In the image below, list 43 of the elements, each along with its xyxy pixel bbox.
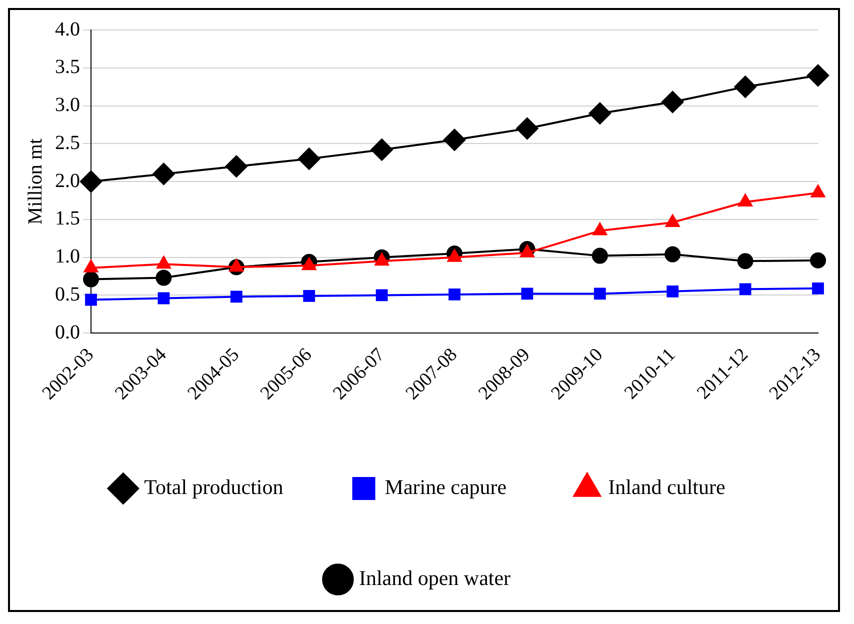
legend-label: Marine capure — [384, 475, 507, 500]
point — [444, 128, 466, 151]
point — [662, 90, 684, 113]
point — [666, 285, 679, 298]
point — [664, 246, 681, 262]
point — [370, 138, 393, 161]
point — [158, 292, 170, 304]
point — [739, 283, 752, 296]
point — [298, 148, 320, 170]
y-tick-label: 1.0 — [55, 246, 80, 268]
y-tick-label: 2.0 — [55, 170, 80, 192]
point — [85, 294, 97, 306]
point — [594, 288, 606, 300]
point — [376, 289, 388, 302]
point — [807, 64, 829, 86]
point — [592, 248, 608, 264]
point — [737, 253, 754, 270]
point — [83, 271, 99, 288]
point — [738, 194, 752, 207]
y-tick-label: 4.0 — [55, 18, 80, 40]
y-tick-label: 1.5 — [55, 208, 80, 230]
y-tick-label: 3.0 — [55, 94, 80, 116]
legend-label: Total production — [144, 475, 284, 500]
point — [448, 288, 460, 300]
point — [521, 288, 534, 300]
point — [516, 118, 538, 140]
point — [80, 170, 102, 193]
point — [230, 290, 242, 303]
y-tick-label: 0.0 — [55, 321, 80, 344]
legend-label: Inland culture — [608, 475, 726, 500]
point — [303, 290, 316, 302]
legend-label: Inland open water — [358, 566, 511, 590]
y-tick-label: 0.5 — [55, 283, 80, 306]
point — [225, 155, 248, 178]
point — [588, 102, 611, 124]
y-tick-label: 2.5 — [55, 132, 80, 154]
y-tick-label: 3.5 — [55, 56, 80, 78]
point — [810, 252, 826, 268]
point — [152, 162, 175, 185]
point — [156, 270, 172, 286]
y-axis-title: Million mt — [24, 138, 46, 225]
point — [734, 76, 756, 98]
point — [812, 282, 824, 294]
